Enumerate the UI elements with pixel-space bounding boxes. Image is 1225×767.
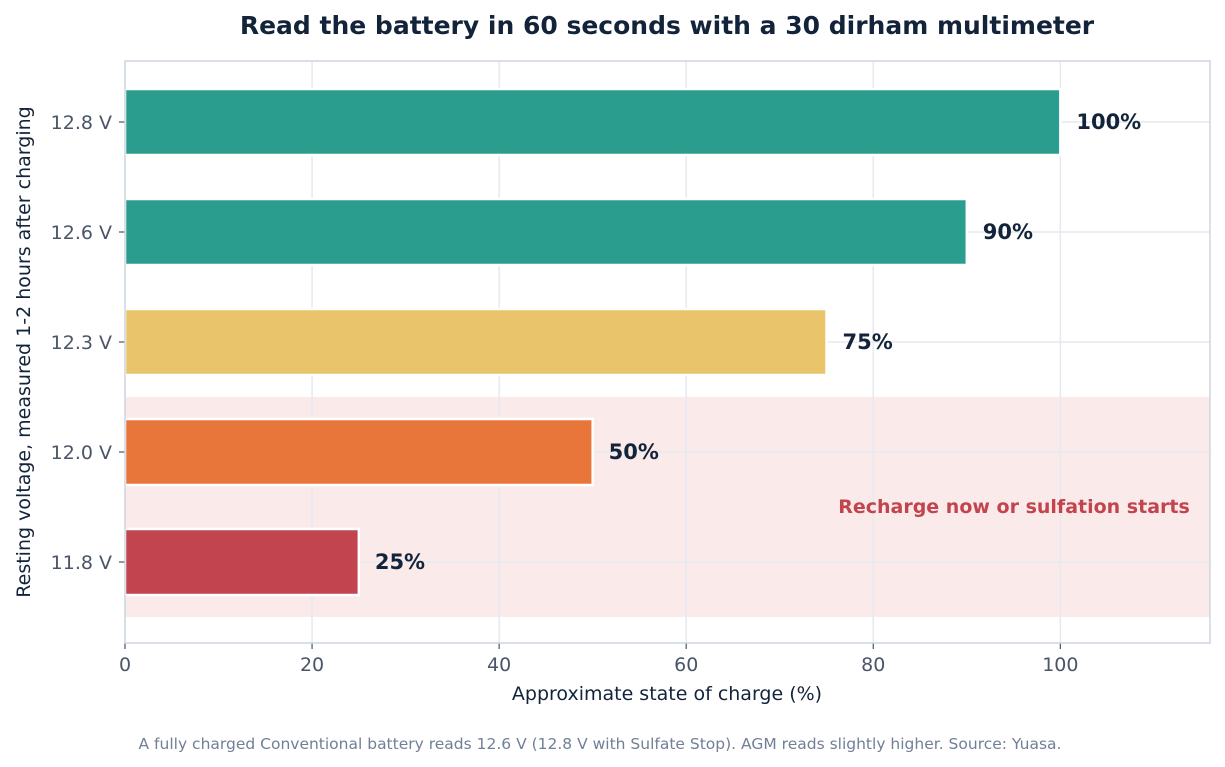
y-tick-label: 12.6 V xyxy=(51,222,112,244)
x-tick-label: 0 xyxy=(119,654,131,676)
x-axis-label: Approximate state of charge (%) xyxy=(512,683,822,705)
x-tick-label: 60 xyxy=(674,654,698,676)
bars-layer xyxy=(123,87,1062,597)
plot-frame xyxy=(124,60,1211,644)
y-tick-label: 12.3 V xyxy=(51,332,112,354)
y-axis-label: Resting voltage, measured 1-2 hours afte… xyxy=(13,106,35,597)
bar xyxy=(123,307,828,377)
ticks-layer: 12.8 V 12.6 V 12.3 V 12.0 V 11.8 V 0 20 40 60 80 1… xyxy=(51,112,1079,676)
x-tick-label: 40 xyxy=(487,654,511,676)
data-label: 50% xyxy=(609,440,659,464)
footnote: A fully charged Conventional battery rea… xyxy=(139,735,1062,753)
bar xyxy=(123,197,969,267)
y-tick-label: 11.8 V xyxy=(51,552,112,574)
annotation-text: Recharge now or sulfation starts xyxy=(838,496,1190,518)
y-tick-label: 12.8 V xyxy=(51,112,112,134)
bar xyxy=(123,527,361,597)
x-tick-label: 80 xyxy=(861,654,885,676)
data-label: 90% xyxy=(983,220,1033,244)
y-tick-label: 12.0 V xyxy=(51,442,112,464)
chart-title: Read the battery in 60 seconds with a 30… xyxy=(240,11,1095,40)
x-tick-label: 20 xyxy=(300,654,324,676)
data-label: 100% xyxy=(1076,110,1141,134)
data-label: 25% xyxy=(375,550,425,574)
x-tick-label: 100 xyxy=(1042,654,1078,676)
data-label: 75% xyxy=(843,330,893,354)
data-labels-layer: 100% 90% 75% 50% 25% xyxy=(375,110,1141,574)
bar xyxy=(123,417,594,487)
bar xyxy=(123,87,1062,157)
